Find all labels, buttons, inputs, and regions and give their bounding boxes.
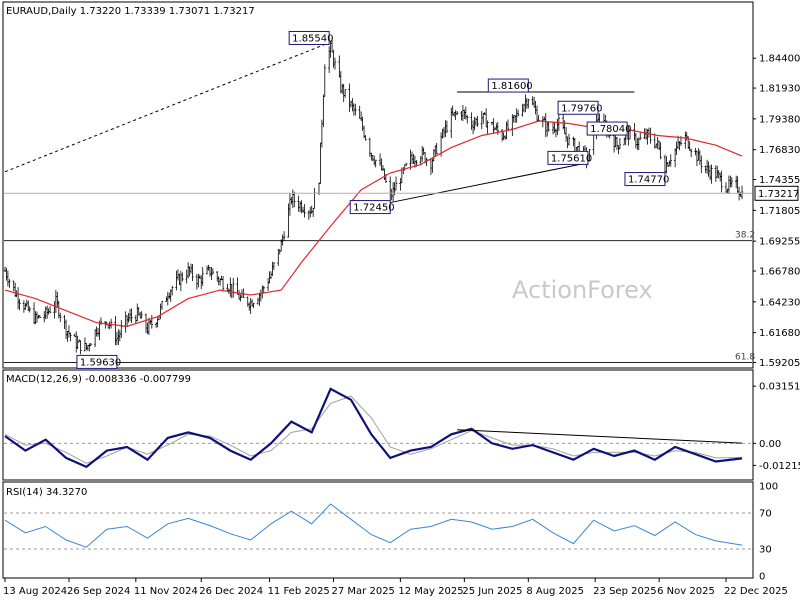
macd-trendline	[457, 429, 743, 444]
price-tick-label: 1.66780	[759, 267, 800, 278]
date-tick-label: 26 Sep 2024	[67, 586, 130, 597]
price-tick-label: 1.81930	[759, 84, 800, 95]
rsi-tick-label: 30	[759, 545, 772, 556]
price-tick-label: 1.64230	[759, 297, 800, 308]
price-tick-label: 1.74355	[759, 175, 800, 186]
fib-level-label: 38.2	[735, 231, 755, 241]
price-annotation-box	[288, 30, 330, 45]
price-tick-label: 1.61680	[759, 328, 800, 339]
price-annotation-label: 1.85540	[292, 33, 333, 44]
macd-panel	[2, 369, 754, 481]
trendline	[390, 162, 589, 204]
date-tick-label: 26 Dec 2024	[199, 586, 263, 597]
price-tick-label: 1.59205	[759, 358, 800, 369]
macd-tick-label: 0.00	[759, 439, 781, 450]
watermark: ActionForex	[512, 276, 653, 304]
current-price-marker: 1.73217	[4, 185, 799, 201]
price-tick-label: 1.79380	[759, 114, 800, 125]
date-tick-label: 6 Nov 2025	[657, 586, 715, 597]
chart-header: EURAUD,Daily 1.73220 1.73339 1.73071 1.7…	[6, 6, 255, 17]
price-annotation-label: 1.79760	[561, 103, 602, 114]
macd-tick-label: 0.03151	[759, 382, 800, 393]
price-annotation-box	[586, 121, 628, 136]
date-tick-label: 27 Mar 2025	[332, 586, 395, 597]
price-tick-label: 1.76830	[759, 145, 800, 156]
price-tick-label: 1.84400	[759, 54, 800, 65]
price-annotation-label: 1.81600	[491, 81, 532, 92]
price-tick-label: 1.69255	[759, 237, 800, 248]
price-annotation-box	[624, 172, 666, 187]
date-tick-label: 12 May 2025	[398, 586, 463, 597]
price-annotation-box	[349, 200, 391, 215]
price-annotation-label: 1.75610	[551, 153, 592, 164]
price-annotation-box	[487, 78, 529, 93]
macd-tick-label: -0.01215	[759, 461, 800, 472]
rsi-label: RSI(14) 34.3270	[6, 487, 87, 498]
date-tick-label: 11 Feb 2025	[268, 586, 330, 597]
date-axis-ticks: 13 Aug 2024 26 Sep 2024 11 Nov 2024 26 Dec …	[3, 578, 788, 597]
rsi-tick-label: 100	[759, 482, 778, 493]
date-tick-label: 11 Nov 2024	[134, 586, 198, 597]
rsi-series	[4, 503, 743, 548]
macd-line	[4, 387, 743, 469]
trendlines	[4, 44, 635, 204]
price-annotations: 1.85540 1.81600 1.79760 1.78040 1.75610 1.747…	[76, 30, 669, 369]
date-tick-label: 22 Dec 2025	[724, 586, 788, 597]
date-tick-label: 25 Jun 2025	[462, 586, 522, 597]
macd-label: MACD(12,26,9) -0.008336 -0.007799	[6, 374, 191, 385]
date-tick-label: 23 Sep 2025	[593, 586, 656, 597]
rsi-axis-ticks: 100 70 30 0	[4, 482, 778, 583]
price-annotation-label: 1.59630	[80, 357, 121, 368]
price-annotation-box	[547, 150, 589, 165]
date-tick-label: 8 Aug 2025	[526, 586, 584, 597]
candlestick-series	[3, 38, 744, 355]
date-tick-label: 13 Aug 2024	[3, 586, 67, 597]
macd-series	[4, 387, 743, 469]
rsi-tick-label: 0	[759, 572, 765, 583]
price-annotation-label: 1.72450	[353, 203, 394, 214]
price-annotation-label: 1.78040	[590, 124, 631, 135]
price-annotation-box	[76, 354, 118, 369]
fib-level-label: 61.8	[735, 352, 755, 362]
rsi-tick-label: 70	[759, 509, 772, 520]
current-price-box	[754, 185, 799, 201]
rsi-panel	[2, 481, 754, 579]
price-tick-label: 1.71805	[759, 206, 800, 217]
price-annotation-label: 1.74770	[628, 175, 669, 186]
rsi-line	[4, 503, 743, 548]
current-price-label: 1.73217	[758, 189, 799, 200]
price-annotation-box	[557, 100, 599, 115]
price-axis-ticks: 1.84400 1.81930 1.79380 1.76830 1.74355 1.718…	[753, 54, 800, 369]
fibonacci-levels: 38.2 61.8	[4, 231, 755, 363]
